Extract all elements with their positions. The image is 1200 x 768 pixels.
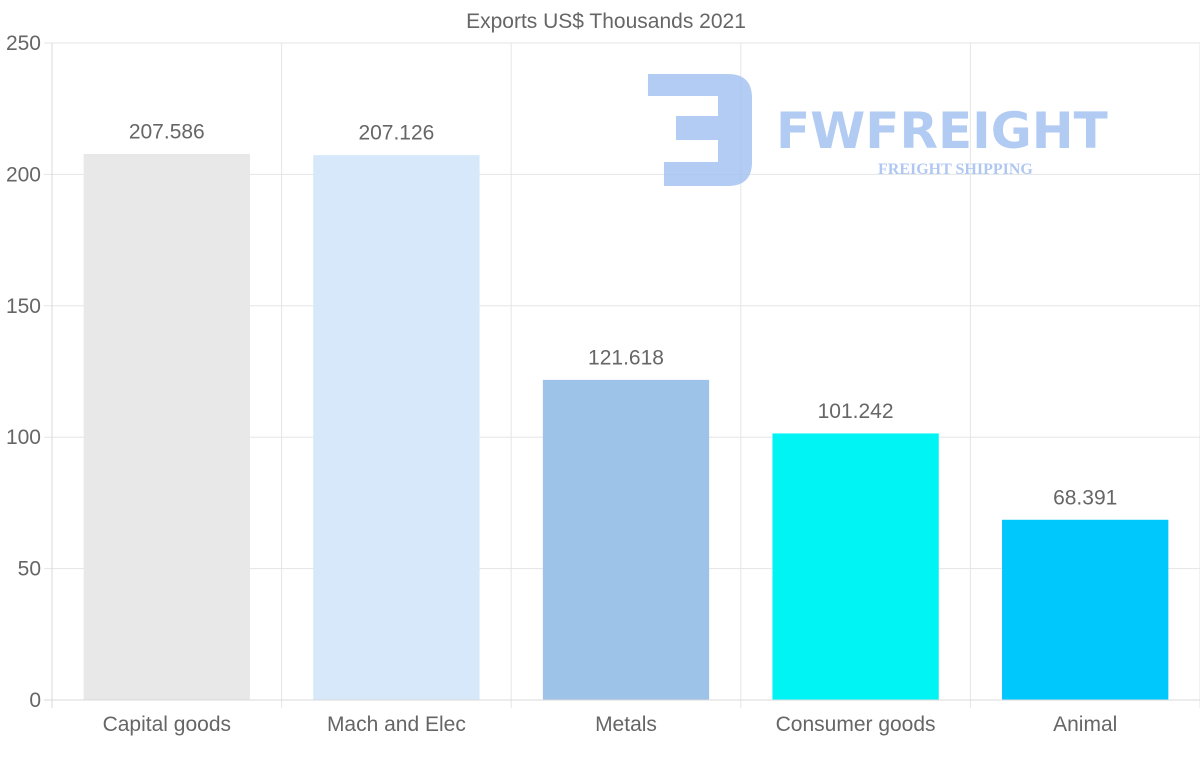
- bars: [83, 153, 1169, 701]
- data-label: 68.391: [1053, 486, 1117, 509]
- bar-consumer-goods[interactable]: [772, 433, 939, 701]
- x-tick-label: Capital goods: [103, 713, 231, 736]
- bar-animal[interactable]: [1002, 519, 1169, 701]
- y-tick-label: 150: [6, 295, 41, 318]
- y-axis: 0 50 100 150 200 250: [6, 32, 53, 712]
- x-tick-label: Mach and Elec: [327, 713, 466, 736]
- bar-mach-and-elec[interactable]: [313, 155, 480, 701]
- y-tick-label: 100: [6, 426, 41, 449]
- x-tick-label: Animal: [1053, 713, 1117, 736]
- bar-capital-goods[interactable]: [83, 153, 250, 701]
- data-label: 207.586: [129, 120, 205, 143]
- data-label: 207.126: [358, 122, 434, 145]
- watermark-tagline: FREIGHT SHIPPING: [878, 161, 1033, 178]
- fwfreight-logo-icon: [648, 74, 752, 186]
- x-tick-label: Metals: [595, 713, 657, 736]
- x-tick-label: Consumer goods: [776, 713, 936, 736]
- chart-title: Exports US$ Thousands 2021: [466, 10, 746, 33]
- watermark-brand: FWFREIGHT: [776, 102, 1108, 160]
- y-tick-label: 250: [6, 32, 41, 55]
- data-label: 101.242: [818, 400, 894, 423]
- watermark: FWFREIGHT FREIGHT SHIPPING: [648, 74, 1108, 186]
- data-labels: 207.586 207.126 121.618 101.242 68.391: [129, 120, 1117, 509]
- y-tick-label: 50: [18, 558, 41, 581]
- bar-metals[interactable]: [542, 379, 710, 701]
- data-label: 121.618: [588, 346, 664, 369]
- y-tick-label: 0: [29, 689, 41, 712]
- x-axis: Capital goods Mach and Elec Metals Consumer…: [44, 699, 1200, 736]
- y-tick-label: 200: [6, 163, 41, 186]
